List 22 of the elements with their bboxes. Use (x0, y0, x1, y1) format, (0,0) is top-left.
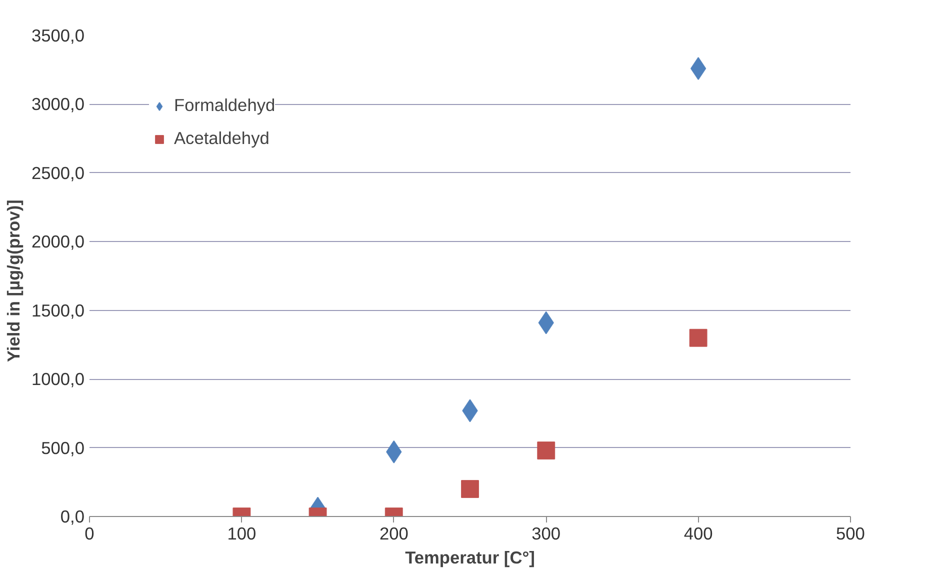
point (537, 442, 556, 460)
point (689, 328, 708, 347)
x-tick-label: 400 (684, 524, 713, 544)
x-axis-title: Temperatur [C°] (405, 548, 535, 568)
y-tick-label: 2000,0 (32, 232, 84, 252)
y-tick-label: 0,0 (60, 506, 85, 526)
x-tick-label: 0 (84, 524, 94, 544)
y-tick-label: 3500,0 (32, 26, 84, 46)
point (690, 56, 706, 80)
x-tick-label: 300 (532, 524, 561, 544)
y-tick-label: 500,0 (41, 438, 85, 458)
x-tick-label: 200 (379, 524, 408, 544)
x-tick-label: 500 (836, 524, 865, 544)
y-axis-title: Yield in [µg/g(prov)] (4, 200, 24, 362)
y-tick-label: 2500,0 (32, 162, 84, 183)
y-tick-label: 1000,0 (32, 369, 84, 390)
y-tick-label: 1500,0 (32, 300, 84, 320)
legend-label: Acetaldehyd (174, 128, 270, 149)
point (461, 480, 479, 498)
y-tick-label: 3000,0 (32, 94, 84, 114)
legend-label: Formaldehyd (174, 95, 276, 116)
x-tick-label: 100 (227, 524, 256, 544)
